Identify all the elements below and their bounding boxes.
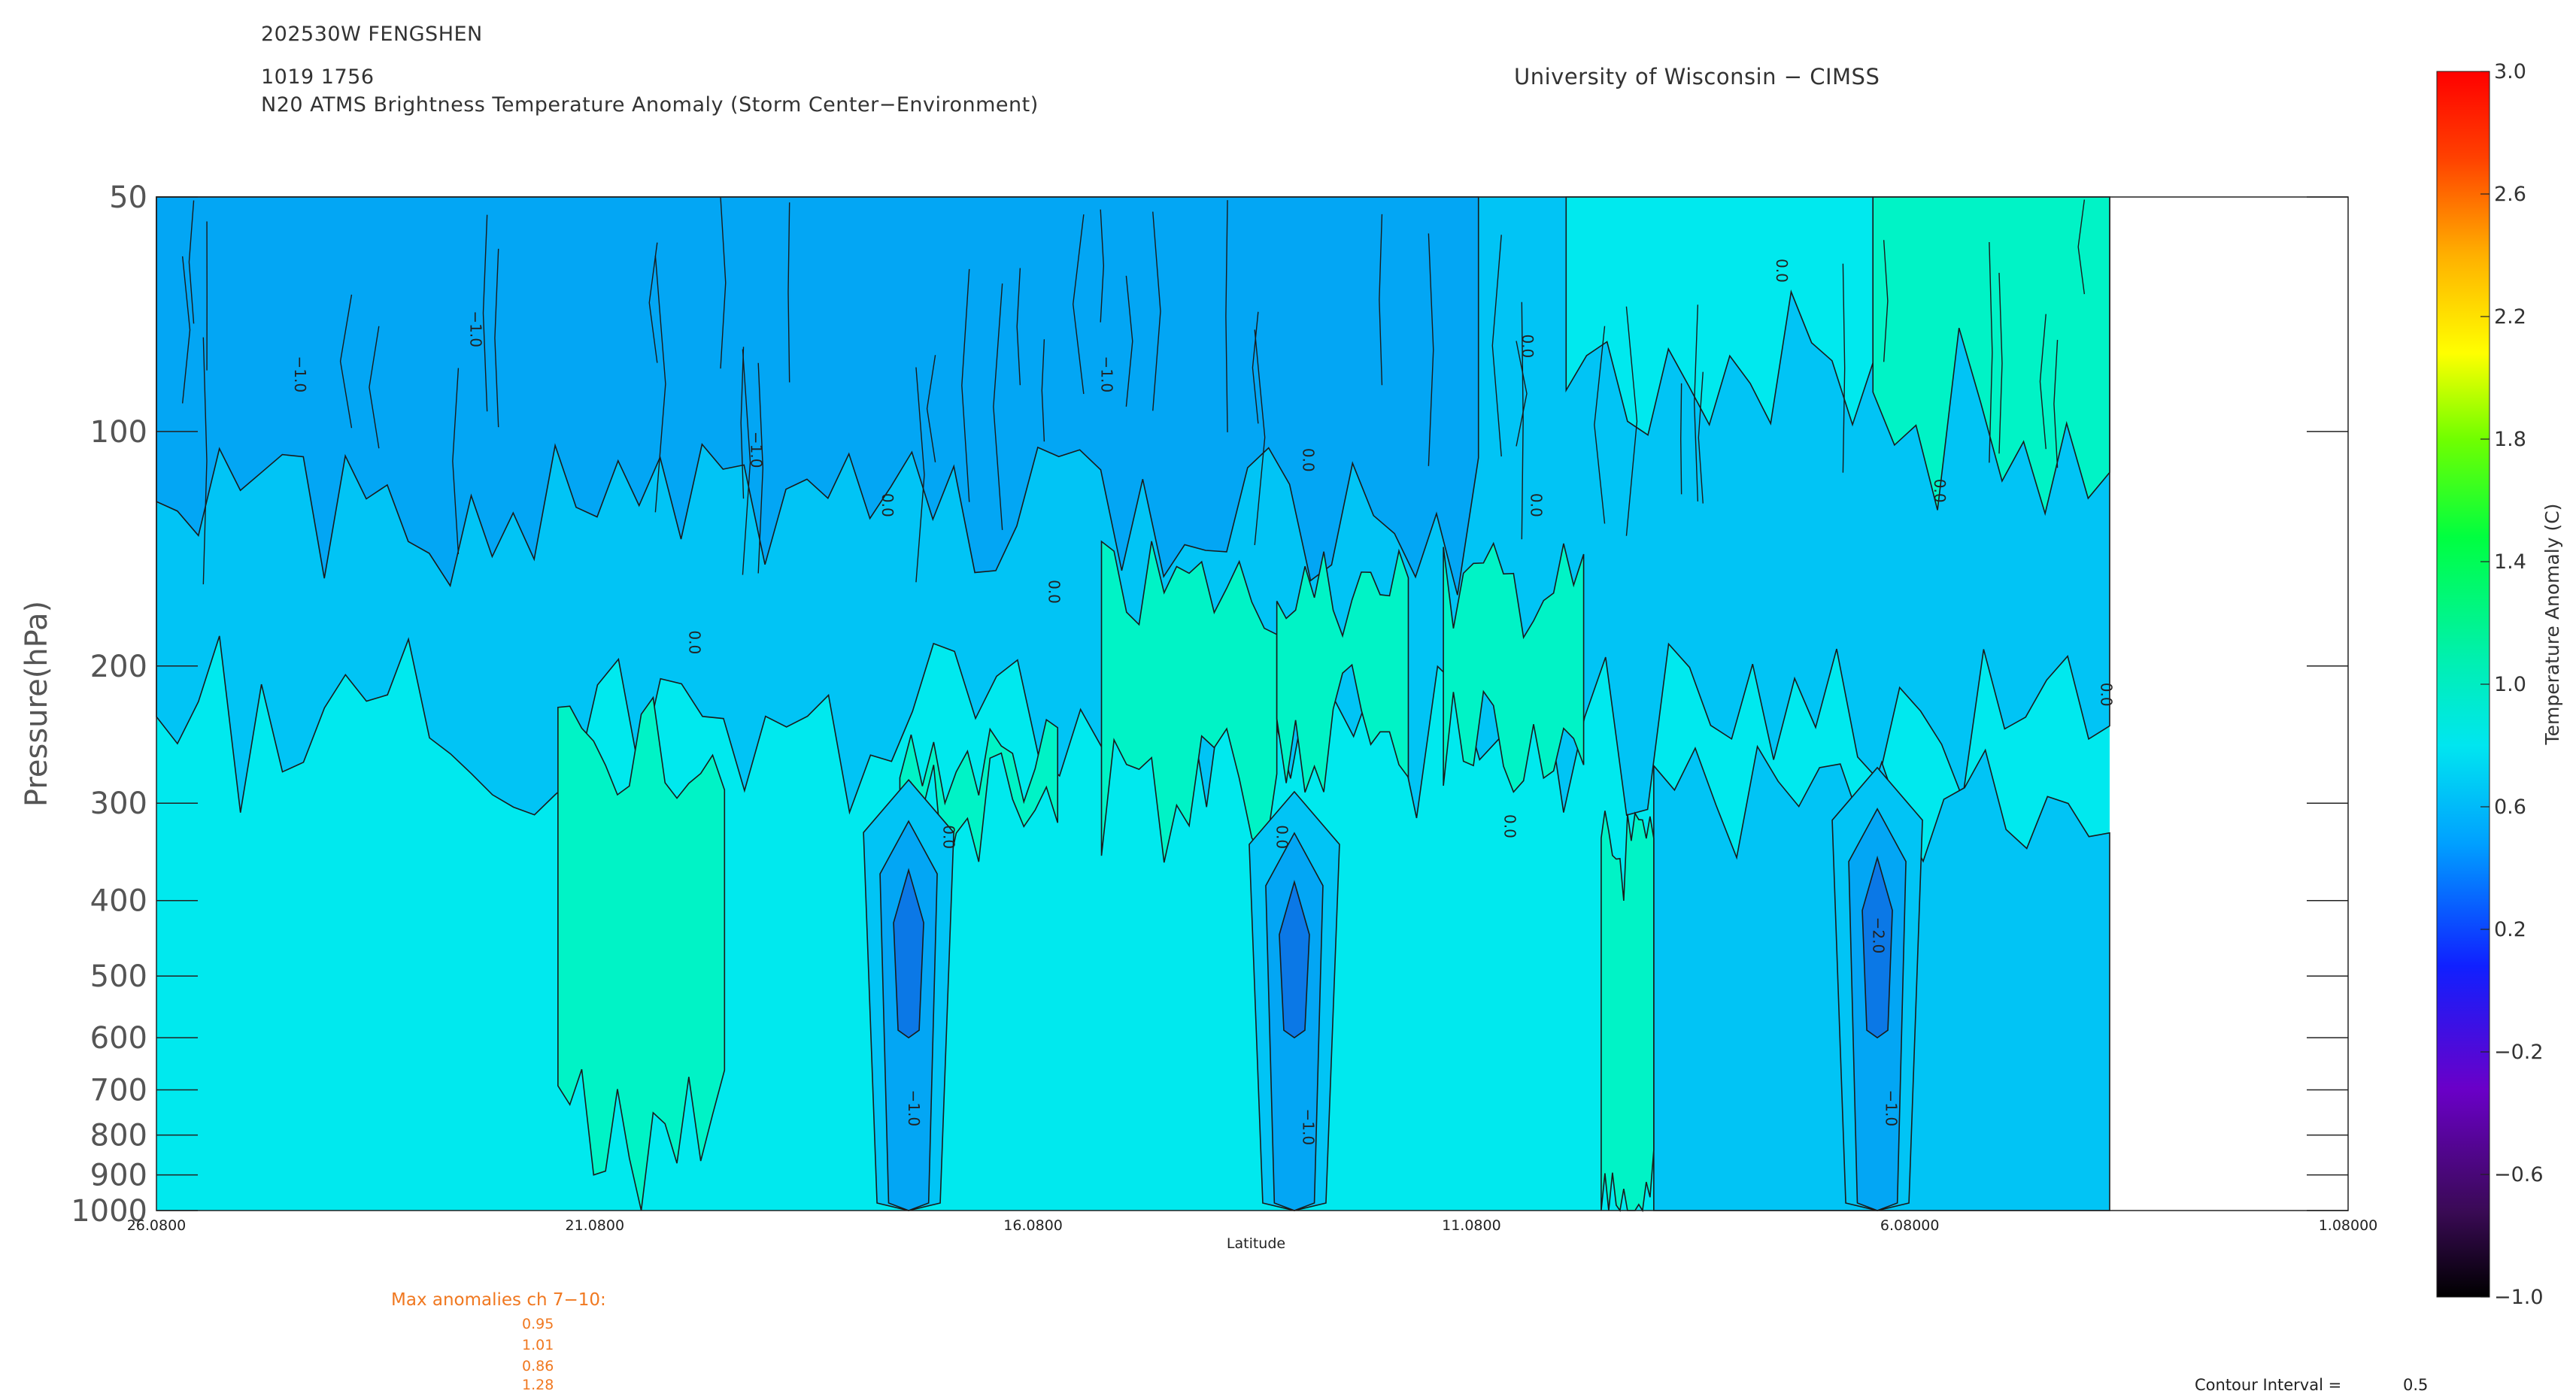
contour-label: −1.0 <box>905 1090 923 1127</box>
y-tick-label: 700 <box>90 1074 147 1108</box>
contour-interval-label: Contour Interval = <box>2195 1379 2341 1391</box>
colorbar-tick-label: 2.6 <box>2494 183 2526 206</box>
contour-label: −1.0 <box>1098 356 1116 392</box>
contour-label: 0.0 <box>2097 683 2115 707</box>
contour-label: −1.0 <box>1300 1109 1318 1146</box>
contour-label: 0.0 <box>1501 814 1519 838</box>
max-anomalies-title: Max anomalies ch 7−10: <box>391 1290 606 1310</box>
y-tick-label: 800 <box>90 1119 147 1153</box>
contour-label: 0.0 <box>1300 448 1318 472</box>
colorbar-tick-label: 2.2 <box>2494 305 2526 329</box>
colorbar-tick-label: 0.6 <box>2494 795 2526 819</box>
contour-label: −1.0 <box>1883 1090 1901 1127</box>
y-tick-label: 200 <box>90 650 147 684</box>
contour-label: −1.0 <box>747 432 765 468</box>
colorbar-tick-label: 1.4 <box>2494 550 2526 574</box>
max-anomaly-value: 1.28 <box>522 1379 554 1391</box>
colorbar-tick-label: 1.8 <box>2494 428 2526 451</box>
contour-interval-value: 0.5 <box>2403 1379 2428 1391</box>
x-tick-label: 26.0800 <box>127 1217 187 1234</box>
contour-label: −1.0 <box>291 356 309 392</box>
y-tick-label: 900 <box>90 1159 147 1193</box>
contour-label: 0.0 <box>1931 479 1949 503</box>
colorbar-tick-label: −0.6 <box>2494 1163 2544 1186</box>
colorbar-tick-label: 3.0 <box>2494 60 2526 83</box>
y-tick-label: 100 <box>90 415 147 450</box>
max-anomaly-value: 0.86 <box>522 1358 554 1374</box>
x-tick-label: 6.08000 <box>1880 1217 1940 1234</box>
contour-label: 0.0 <box>1519 334 1537 358</box>
contour-label: 0.0 <box>940 825 958 849</box>
warm-pocket <box>1601 811 1654 1211</box>
contour-label: 0.0 <box>1045 580 1063 604</box>
contour-label: 0.0 <box>1528 493 1546 517</box>
x-tick-label: 1.08000 <box>2319 1217 2378 1234</box>
x-axis-title: Latitude <box>1227 1235 1285 1252</box>
contour-label: −1.0 <box>466 311 484 347</box>
colorbar-tick-label: 0.2 <box>2494 918 2526 941</box>
y-axis-title: Pressure(hPa) <box>20 601 54 807</box>
contour-label: 0.0 <box>686 630 704 654</box>
x-tick-label: 11.0800 <box>1442 1217 1501 1234</box>
contour-label: 0.0 <box>878 493 897 517</box>
contour-label: 0.0 <box>1773 259 1791 283</box>
y-tick-label: 400 <box>90 884 147 919</box>
y-tick-label: 500 <box>90 959 147 994</box>
colorbar-tick-label: −1.0 <box>2494 1286 2544 1309</box>
colorbar-tick-label: 1.0 <box>2494 673 2526 696</box>
max-anomaly-value: 0.95 <box>522 1316 554 1332</box>
colorbar-title: Temperature Anomaly (C) <box>2541 504 2563 746</box>
y-tick-label: 600 <box>90 1021 147 1056</box>
max-anomaly-value: 1.01 <box>522 1337 554 1353</box>
x-tick-label: 16.0800 <box>1003 1217 1063 1234</box>
contour-label: 0.0 <box>1273 825 1291 849</box>
y-tick-label: 300 <box>90 786 147 821</box>
y-tick-label: 50 <box>109 180 147 215</box>
colorbar-tick-label: −0.2 <box>2494 1041 2544 1064</box>
contour-label: −2.0 <box>1869 917 1887 954</box>
x-tick-label: 21.0800 <box>566 1217 625 1234</box>
